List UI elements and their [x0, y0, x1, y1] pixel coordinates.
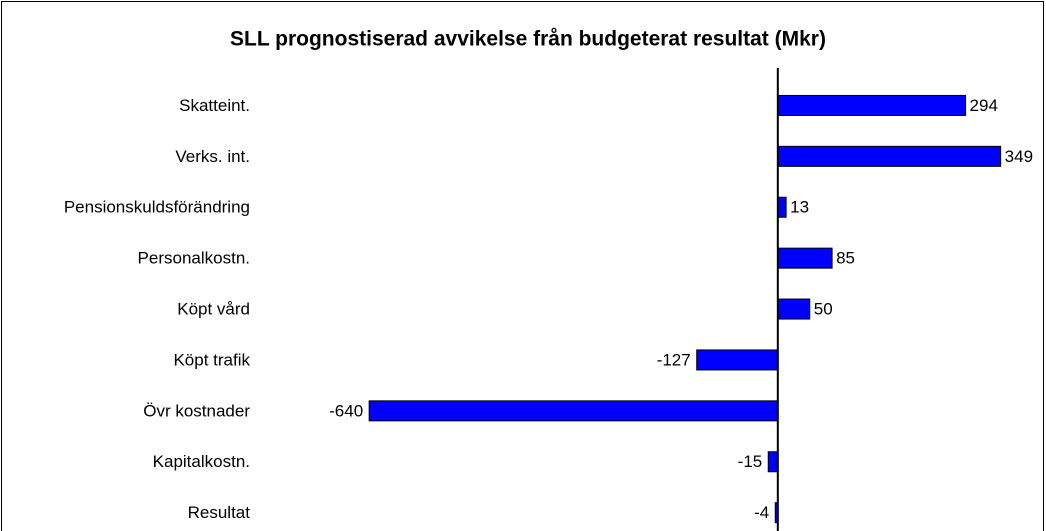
- data-label: -127: [657, 350, 691, 369]
- data-label: 13: [790, 198, 809, 217]
- bar: [777, 94, 967, 116]
- y-tick-label: Köpt vård: [177, 300, 250, 319]
- y-tick-label: Övr kostnader: [143, 401, 250, 420]
- data-label: 50: [814, 300, 833, 319]
- y-tick-label: Resultat: [188, 503, 251, 522]
- y-tick-label: Verks. int.: [175, 147, 250, 166]
- y-tick-label: Köpt trafik: [173, 350, 250, 369]
- data-label: 349: [1005, 147, 1033, 166]
- y-tick-label: Personalkostn.: [138, 249, 250, 268]
- bar: [777, 298, 811, 320]
- data-label: -15: [738, 452, 763, 471]
- bar: [777, 247, 833, 269]
- chart-title: SLL prognostiserad avvikelse från budget…: [230, 28, 826, 51]
- y-tick-label: Kapitalkostn.: [153, 452, 250, 471]
- data-label: 294: [970, 96, 998, 115]
- bar: [696, 349, 779, 371]
- bar: [368, 400, 779, 422]
- data-label: -4: [754, 503, 769, 522]
- bar: [767, 451, 779, 473]
- y-tick-label: Skatteint.: [179, 96, 250, 115]
- data-label: 85: [836, 249, 855, 268]
- y-tick-label: Pensionskuldsförändring: [64, 198, 250, 217]
- bar: [777, 196, 787, 218]
- data-label: -640: [329, 401, 363, 420]
- bar: [777, 145, 1002, 167]
